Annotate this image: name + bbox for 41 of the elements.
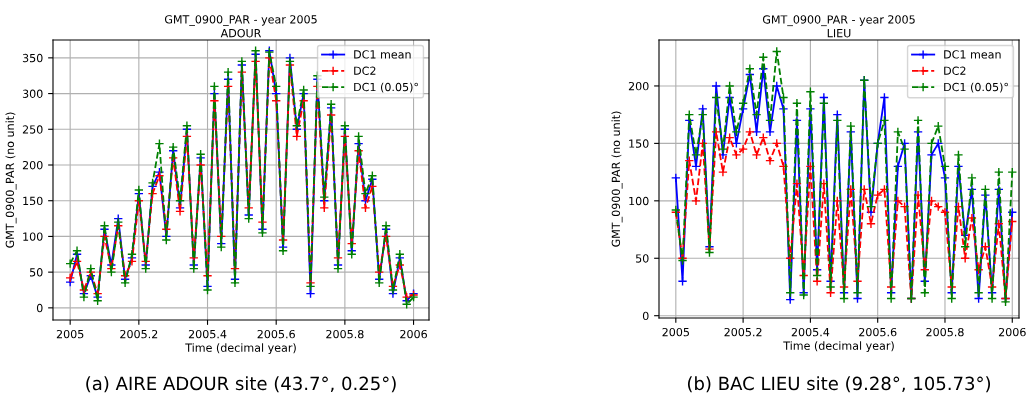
chart-title: GMT_0900_PAR - year 2005	[164, 15, 317, 26]
x-tick-label: 2005.4	[188, 329, 227, 339]
x-tick-label: 2005.4	[791, 327, 830, 337]
y-tick-label: 100	[629, 196, 649, 206]
y-tick-label: 50	[30, 268, 43, 277]
x-tick-label: 2005.8	[926, 327, 964, 337]
y-tick-label: 150	[23, 196, 43, 206]
y-axis-title: GMT_0900_PAR (no unit)	[5, 112, 17, 248]
x-axis-title: Time (decimal year)	[185, 343, 296, 355]
x-tick-label: 2006	[400, 329, 427, 339]
chart-subtitle: ADOUR	[220, 28, 262, 38]
y-tick-label: 200	[628, 81, 649, 91]
x-tick-label: 2005.2	[120, 329, 158, 339]
y-tick-label: 250	[22, 125, 43, 134]
legend-label: DC1 mean	[354, 50, 411, 59]
text: (b) BAC LIEU site (9.28°, 105.73°)	[687, 376, 991, 393]
legend-label: DC1 (0.05)°	[944, 82, 1008, 93]
y-tick-label: 0	[642, 311, 649, 321]
chart-subtitle: LIEU	[827, 29, 851, 38]
y-tick-label: 200	[22, 160, 43, 170]
y-tick-label: 50	[636, 254, 649, 263]
legend-label: DC2	[354, 66, 376, 75]
text: (a) AIRE ADOUR site (43.7°, 0.25°)	[86, 376, 396, 393]
legend-label: DC1 mean	[944, 50, 1001, 59]
y-tick-label: 300	[22, 89, 43, 98]
x-axis-title: Time (decimal year)	[783, 341, 894, 353]
chart-title: GMT_0900_PAR - year 2005	[762, 15, 915, 27]
x-tick-label: 2006	[998, 327, 1026, 337]
y-tick-label: 0	[36, 303, 43, 313]
legend-label: DC1 (0.05)°	[354, 82, 418, 93]
x-tick-label: 2005.2	[724, 327, 762, 337]
y-tick-label: 100	[23, 232, 43, 241]
y-axis-title: GMT_0900_PAR (no unit)	[611, 111, 623, 247]
x-tick-label: 2005	[662, 327, 689, 337]
y-tick-label: 350	[22, 53, 43, 63]
x-tick-label: 2005.8	[326, 329, 364, 339]
y-tick-label: 150	[629, 139, 649, 148]
x-tick-label: 2005	[56, 329, 84, 339]
x-tick-label: 2005.6	[257, 329, 295, 339]
legend-label: DC2	[944, 66, 966, 75]
x-tick-label: 2005.6	[859, 327, 897, 337]
